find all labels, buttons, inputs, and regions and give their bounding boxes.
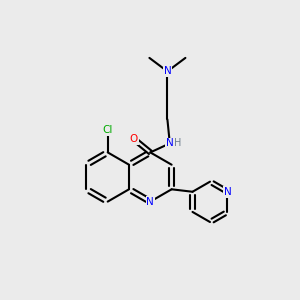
Text: N: N xyxy=(166,138,174,148)
Text: N: N xyxy=(164,66,171,76)
Text: O: O xyxy=(130,134,138,144)
Text: H: H xyxy=(174,138,181,148)
Text: N: N xyxy=(224,187,231,197)
Text: N: N xyxy=(146,196,154,207)
Text: Cl: Cl xyxy=(103,125,113,135)
